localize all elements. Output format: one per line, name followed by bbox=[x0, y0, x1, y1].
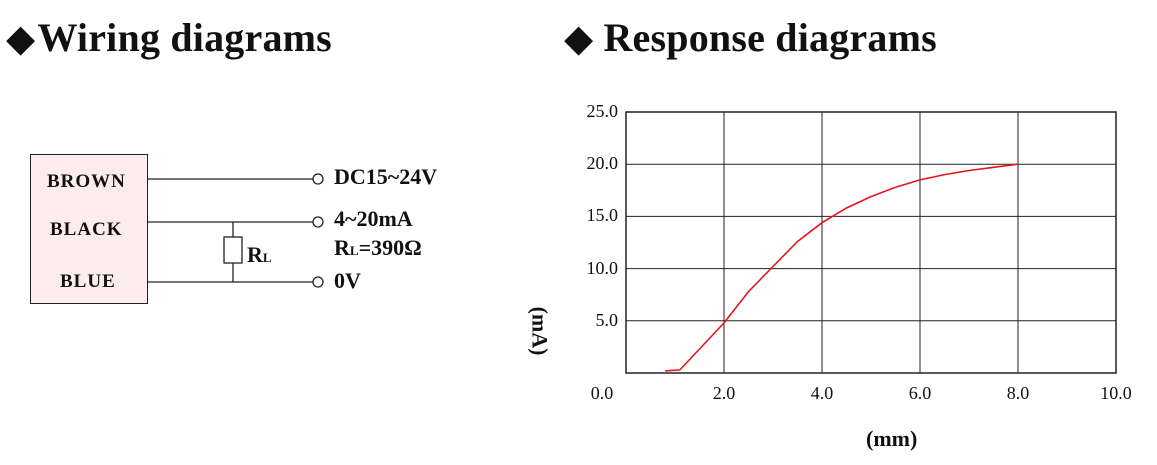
y-tick-label: 25.0 bbox=[586, 101, 619, 121]
plot-frame bbox=[625, 111, 1117, 374]
response-heading-text: Response diagrams bbox=[603, 15, 937, 60]
y-tick-label: 15.0 bbox=[586, 205, 619, 226]
y-tick-label: 20.0 bbox=[586, 153, 619, 174]
terminal-label-output: 4~20mA bbox=[334, 206, 413, 231]
load-value-label: RL=390Ω bbox=[334, 235, 422, 260]
wiring-heading-text: Wiring diagrams bbox=[37, 15, 332, 60]
diamond-icon: ◆ bbox=[564, 17, 594, 60]
chart-grid bbox=[626, 112, 1116, 373]
response-curve bbox=[665, 163, 1019, 372]
wire-label-blue: BLUE bbox=[60, 271, 116, 292]
x-tick-label: 2.0 bbox=[712, 383, 736, 403]
terminal-label-supply: DC15~24V bbox=[334, 164, 438, 189]
sensor-box bbox=[30, 154, 148, 304]
x-tick-label: 0.0 bbox=[590, 383, 614, 403]
y-tick-label: 10.0 bbox=[586, 257, 619, 278]
x-axis-label: (mm) bbox=[866, 426, 918, 451]
resistor-label: RL bbox=[247, 242, 272, 267]
wire-label-black: BLACK bbox=[50, 219, 123, 240]
response-diagrams-heading: ◆ Response diagrams bbox=[564, 14, 937, 61]
terminal-circle-black bbox=[312, 216, 324, 228]
y-axis-label: (mA) bbox=[527, 306, 553, 356]
terminal-label-ground: 0V bbox=[334, 268, 361, 293]
y-tick-label: 5.0 bbox=[595, 309, 619, 330]
chart-points bbox=[665, 164, 1018, 371]
x-tick-label: 10.0 bbox=[1100, 383, 1132, 403]
x-tick-label: 8.0 bbox=[1006, 383, 1030, 403]
terminal-circle-brown bbox=[312, 173, 324, 185]
x-tick-label: 4.0 bbox=[810, 383, 834, 403]
diamond-icon: ◆ bbox=[6, 17, 36, 60]
wiring-diagrams-heading: ◆ Wiring diagrams bbox=[6, 14, 332, 61]
x-tick-label: 6.0 bbox=[908, 383, 932, 403]
terminal-circle-blue bbox=[312, 276, 324, 288]
wire-label-brown: BROWN bbox=[47, 171, 126, 192]
